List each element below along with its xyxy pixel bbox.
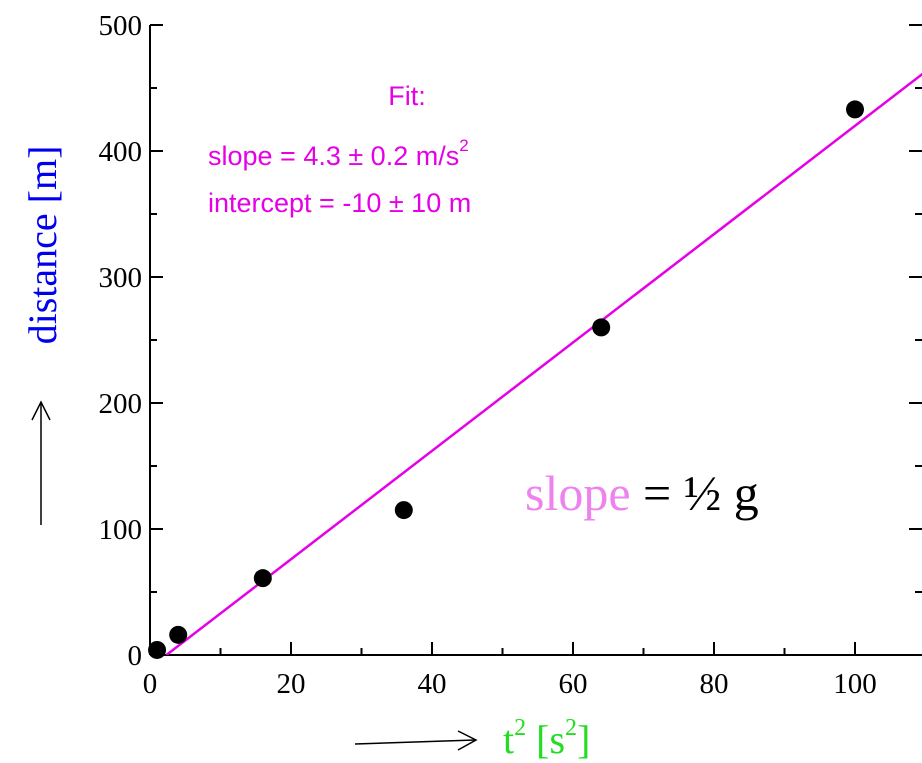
- data-point: [169, 625, 188, 644]
- fit-annotation: Fit: slope = 4.3 ± 0.2 m/s2 intercept = …: [208, 81, 471, 218]
- y-tick-label: 300: [99, 262, 143, 294]
- data-point: [253, 569, 272, 588]
- y-tick-label: 500: [99, 10, 143, 42]
- data-point: [592, 318, 611, 337]
- slope-rest: = ½ g: [631, 465, 759, 521]
- y-label-arrowhead: [31, 400, 51, 421]
- y-tick-label: 400: [99, 136, 143, 168]
- x-label-sup2: 2: [565, 715, 577, 741]
- y-axis-label: distance [m]: [20, 146, 65, 345]
- x-tick-label: 100: [833, 668, 877, 700]
- x-tick-label: 60: [559, 668, 588, 700]
- data-points: [148, 100, 864, 659]
- x-label-open: [s: [526, 717, 565, 762]
- x-label-main: t: [503, 717, 514, 762]
- fit-title: Fit:: [388, 81, 426, 111]
- x-tick-label: 20: [277, 668, 306, 700]
- x-label-sup: 2: [514, 715, 526, 741]
- fit-line: [165, 72, 922, 655]
- fit-slope-sup: 2: [459, 136, 468, 155]
- x-tick-label: 0: [143, 668, 158, 700]
- fit-slope-text: slope = 4.3 ± 0.2 m/s: [208, 141, 459, 171]
- x-label-arrowhead: [457, 730, 478, 751]
- data-point: [394, 501, 413, 520]
- x-label-close: ]: [577, 717, 590, 762]
- ticks: [149, 24, 922, 656]
- tick-labels: 0 20 40 60 80 100 0 100 200 300 400 500: [99, 10, 877, 700]
- slope-word: slope: [525, 465, 631, 521]
- y-tick-label: 200: [99, 388, 143, 420]
- fit-slope: slope = 4.3 ± 0.2 m/s2: [208, 136, 469, 171]
- data-point: [846, 100, 864, 119]
- y-tick-label: 100: [99, 514, 143, 546]
- x-axis-label: t2 [s2]: [503, 715, 590, 762]
- y-tick-label: 0: [128, 640, 143, 672]
- x-tick-label: 80: [700, 668, 729, 700]
- x-tick-label: 40: [418, 668, 447, 700]
- x-label-arrow: [354, 739, 476, 745]
- data-point: [148, 640, 167, 659]
- slope-equation: slope = ½ g: [525, 465, 759, 521]
- fit-intercept: intercept = -10 ± 10 m: [208, 188, 471, 218]
